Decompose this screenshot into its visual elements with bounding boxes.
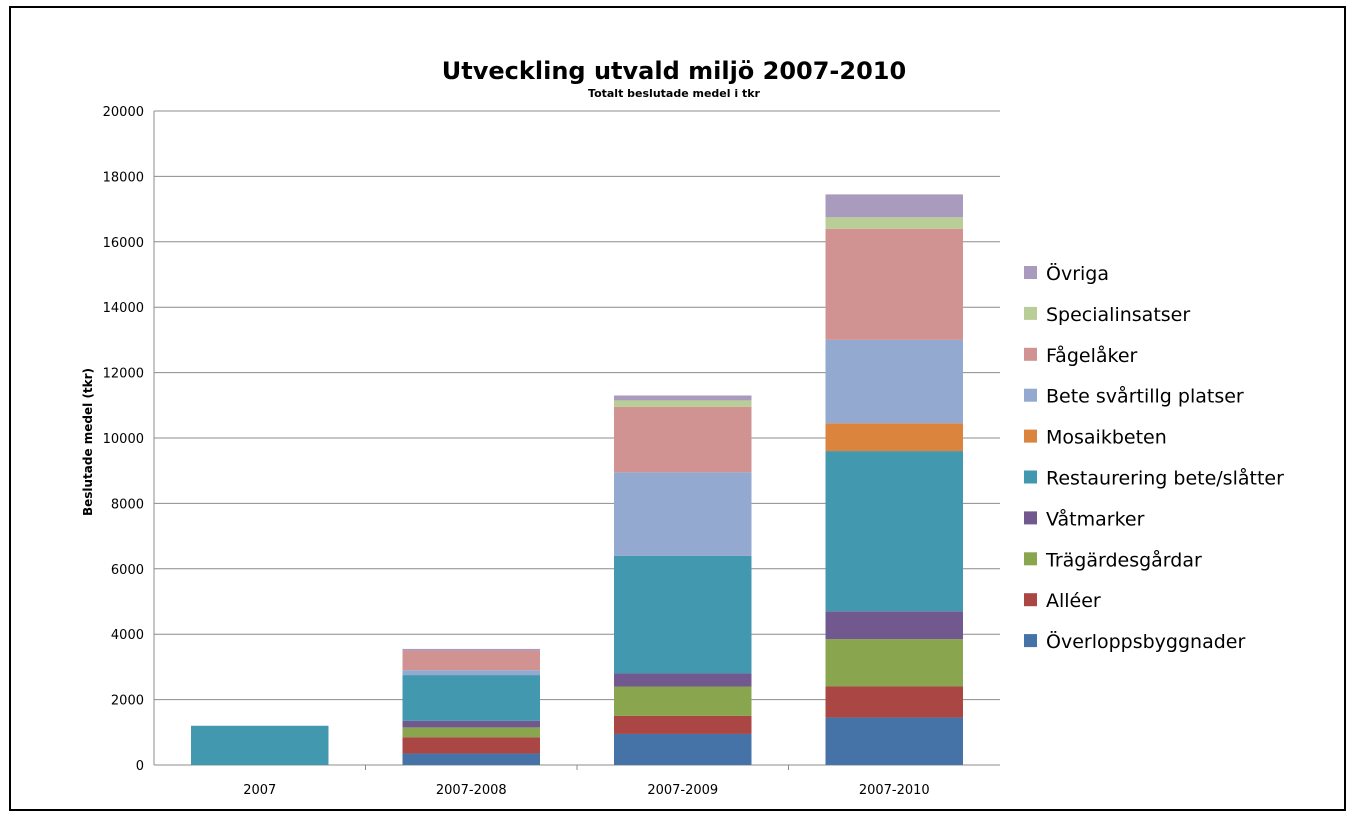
bars	[191, 194, 963, 765]
legend-item-label: Mosaikbeten	[1046, 427, 1167, 449]
legend-swatch	[1024, 593, 1037, 607]
x-tick-label: 2007-2008	[436, 783, 507, 798]
legend-swatch	[1024, 634, 1037, 648]
legend-item-label: Bete svårtillg platser	[1046, 385, 1244, 408]
chart-subtitle: Totalt beslutade medel i tkr	[588, 87, 760, 100]
bar-segment	[825, 423, 963, 452]
bar-segment	[614, 400, 752, 407]
stacked-bar-chart: Utveckling utvald miljö 2007-2010 Totalt…	[81, 57, 1284, 798]
chart-title: Utveckling utvald miljö 2007-2010	[442, 57, 906, 85]
bar-segment	[402, 675, 540, 721]
bar-segment	[825, 686, 963, 718]
y-tick-label: 10000	[103, 432, 144, 447]
bar-segment	[402, 727, 540, 738]
bar-segment	[825, 339, 963, 424]
x-axis-ticks: 2007 2007-2008 2007-2009 2007-2010	[243, 765, 930, 798]
y-axis-ticks: 0 2000 4000 6000 8000 10000 12000 14000 16000 180…	[103, 105, 144, 774]
legend-swatch	[1024, 347, 1037, 361]
bar-segment	[825, 611, 963, 640]
legend-item-label: Fågelåker	[1046, 344, 1138, 367]
bar-segment	[825, 217, 963, 229]
y-tick-label: 18000	[103, 170, 144, 185]
bar-segment	[402, 720, 540, 728]
bar-segment	[402, 648, 540, 651]
bar-segment	[402, 650, 540, 671]
bar-segment	[614, 715, 752, 734]
bar-segment	[825, 194, 963, 218]
x-tick-label: 2007	[243, 783, 276, 798]
bar-segment	[614, 733, 752, 765]
chart-frame: Utveckling utvald miljö 2007-2010 Totalt…	[9, 6, 1346, 811]
bar-segment	[614, 472, 752, 556]
legend-item-label: Våtmarker	[1046, 507, 1145, 530]
bar-segment	[402, 753, 540, 765]
legend-item-label: Trägärdesgårdar	[1045, 548, 1202, 571]
bar-segment	[614, 673, 752, 687]
legend-item-label: Specialinsatser	[1046, 304, 1190, 326]
bar-segment	[825, 717, 963, 765]
legend-swatch	[1024, 388, 1037, 402]
legend-swatch	[1024, 306, 1037, 320]
bar-segment	[825, 228, 963, 340]
legend-item-label: Restaurering bete/slåtter	[1046, 467, 1284, 490]
legend: Övriga Specialinsatser Fågelåker Bete svårt…	[1024, 262, 1284, 653]
legend-swatch	[1024, 429, 1037, 443]
bar-segment	[825, 451, 963, 612]
x-tick-label: 2007-2009	[647, 783, 718, 798]
legend-swatch	[1024, 266, 1037, 279]
y-tick-label: 6000	[111, 563, 144, 578]
legend-swatch	[1024, 552, 1037, 566]
x-tick-label: 2007-2010	[859, 783, 930, 798]
y-tick-label: 8000	[111, 497, 144, 512]
y-tick-label: 14000	[103, 301, 144, 316]
bar-segment	[191, 725, 329, 765]
legend-item-label: Alléer	[1046, 590, 1101, 612]
y-tick-label: 0	[136, 759, 144, 774]
y-tick-label: 2000	[111, 694, 144, 709]
y-tick-label: 20000	[103, 105, 144, 120]
y-tick-label: 4000	[111, 628, 144, 643]
bar-segment	[614, 395, 752, 401]
y-tick-label: 16000	[103, 236, 144, 251]
bar-segment	[614, 686, 752, 716]
y-tick-label: 12000	[103, 367, 144, 382]
legend-item-label: Övriga	[1046, 262, 1109, 285]
legend-swatch	[1024, 470, 1037, 484]
bar-segment	[614, 406, 752, 473]
bar-segment	[402, 737, 540, 754]
bar-segment	[402, 670, 540, 676]
legend-swatch	[1024, 511, 1037, 525]
y-axis-label: Beslutade medel (tkr)	[81, 368, 95, 516]
bar-segment	[614, 555, 752, 674]
legend-item-label: Överloppsbyggnader	[1046, 630, 1245, 653]
bar-segment	[825, 639, 963, 687]
